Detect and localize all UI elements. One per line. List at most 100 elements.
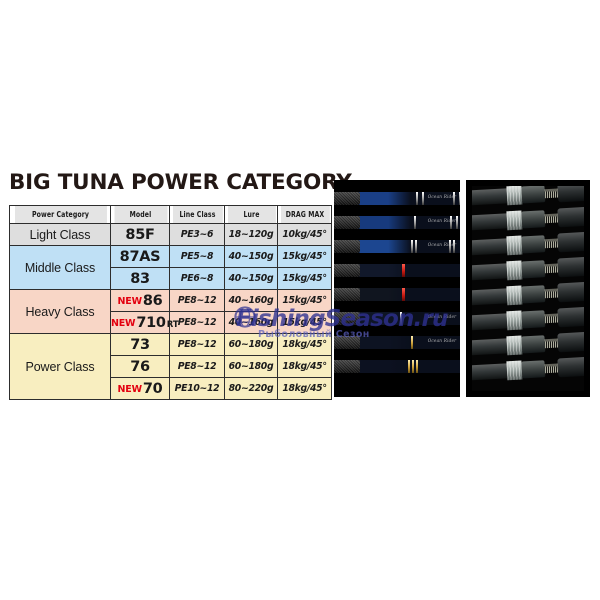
table-header-row: Power Category Model Line Class Lure DRA… <box>10 205 332 224</box>
rod-butt <box>472 263 509 281</box>
cell-lure: 18~120g <box>224 223 278 246</box>
rod-seat <box>520 186 545 204</box>
reel-seats-photo <box>466 180 590 397</box>
cell-lure: 80~220g <box>224 377 278 400</box>
rod-reel-seat <box>472 280 584 308</box>
cell-model: 87AS <box>110 245 170 268</box>
rod-butt <box>472 313 509 331</box>
cell-model: 83 <box>110 267 170 290</box>
rod-nut <box>505 186 522 206</box>
table-header: Power Category Model Line Class Lure DRA… <box>10 205 332 224</box>
rod-thread <box>544 213 558 224</box>
rod-wrap-ring <box>412 360 415 373</box>
rod-blank <box>334 360 460 373</box>
rod-nut <box>505 360 522 381</box>
rod-grip <box>334 192 360 205</box>
rod-fore <box>556 205 584 228</box>
rod-nut <box>505 285 522 306</box>
rod-logo-text: Ocean Rider <box>427 242 457 247</box>
new-badge: NEW <box>111 317 136 329</box>
rod-grip <box>334 336 360 349</box>
col-header-line-class: Line Class <box>171 205 223 224</box>
rod-nut <box>505 210 522 231</box>
rod-blank: Ocean Rider <box>334 192 460 205</box>
cell-line-class: PE3~6 <box>169 223 225 246</box>
rod-butt <box>472 363 509 381</box>
rod-wrap-ring <box>455 216 458 229</box>
cell-line-class: PE8~12 <box>169 311 225 334</box>
table-row: Power Class 73 PE8~12 60~180g 18kg/45° <box>9 333 332 400</box>
rod-thread <box>544 313 558 324</box>
model-number: 73 <box>130 336 150 353</box>
rod-seat <box>520 285 545 304</box>
cell-model: 73 <box>110 333 170 356</box>
rod-butt <box>472 338 509 356</box>
table-body: Light Class 85F PE3~6 18~120g 10kg/45° Middle… <box>9 223 332 400</box>
rod-nut <box>505 235 522 256</box>
cell-drag-max: 15kg/45° <box>277 289 332 312</box>
rod-butt <box>472 213 509 231</box>
model-number: 76 <box>130 358 150 375</box>
model-number: 86 <box>142 292 163 309</box>
rod-nut <box>505 335 522 356</box>
rod-grip <box>334 288 360 301</box>
cell-lure: 40~150g <box>224 267 278 290</box>
rod-thread <box>544 238 558 249</box>
reel-seats-photo-inner <box>472 186 584 391</box>
rod-nut <box>505 260 522 281</box>
table-row: Middle Class 87AS PE5~8 40~150g 15kg/45° <box>9 245 332 290</box>
rod-seat <box>520 335 545 354</box>
cell-power-category: Light Class <box>9 223 111 246</box>
cell-lure: 40~160g <box>224 289 278 312</box>
cell-lure: 40~150g <box>224 245 278 268</box>
table-row: Light Class 85F PE3~6 18~120g 10kg/45° <box>9 223 332 246</box>
rod-seat <box>520 210 545 229</box>
cell-line-class: PE5~8 <box>169 245 225 268</box>
rod-wrap-ring <box>453 192 456 205</box>
rod-wrap-ring <box>416 192 419 205</box>
table-row: Heavy Class NEW86 PE8~12 40~160g 15kg/45° <box>9 289 332 334</box>
rod-seat <box>520 310 545 329</box>
rod-logo-text: Ocean Rider <box>427 338 457 343</box>
rod-wrap-ring <box>453 240 456 253</box>
rod-wrap-ring <box>422 192 425 205</box>
cell-lure: 60~180g <box>224 333 278 356</box>
rod-reel-seat <box>472 355 584 383</box>
rod-butt <box>472 238 509 256</box>
rod-wrap-ring <box>402 288 406 301</box>
rod-seat <box>520 360 545 379</box>
rod-nut <box>505 310 522 331</box>
rod-thread <box>544 363 558 374</box>
rod-reel-seat <box>472 330 584 358</box>
rod-wrap-ring <box>415 240 418 253</box>
cell-model: 76 <box>110 355 170 378</box>
rod-blank <box>334 288 460 301</box>
cell-drag-max: 18kg/45° <box>277 333 332 356</box>
rod-blank: Ocean Rider <box>334 336 460 349</box>
rod-wrap-ring <box>410 240 413 253</box>
rod-grip <box>334 360 360 373</box>
rod-wrap-ring <box>399 312 402 325</box>
rod-reel-seat <box>472 305 584 333</box>
rod-blanks-photo: Ocean Rider Ocean Rider Ocean Rider Ocean R… <box>334 180 460 397</box>
rod-logo-text: Ocean Rider <box>427 314 457 319</box>
rod-logo-text: Ocean Rider <box>427 218 457 223</box>
new-badge: NEW <box>117 383 143 395</box>
rod-fore <box>556 330 584 353</box>
cell-drag-max: 15kg/45° <box>277 267 332 290</box>
cell-drag-max: 18kg/45° <box>277 355 332 378</box>
rod-butt <box>472 188 509 206</box>
rod-wrap-ring <box>416 360 419 373</box>
rod-fore <box>556 255 584 278</box>
rod-fore <box>556 280 584 303</box>
model-number: 85F <box>125 226 155 243</box>
model-number: 83 <box>130 270 150 287</box>
col-header-model: Model <box>112 205 168 224</box>
cell-line-class: PE8~12 <box>169 289 225 312</box>
col-header-lure: Lure <box>226 205 276 224</box>
rod-blank <box>334 264 460 277</box>
cell-drag-max: 15kg/45° <box>277 245 332 268</box>
cell-drag-max: 15kg/45° <box>277 311 332 334</box>
cell-line-class: PE6~8 <box>169 267 225 290</box>
